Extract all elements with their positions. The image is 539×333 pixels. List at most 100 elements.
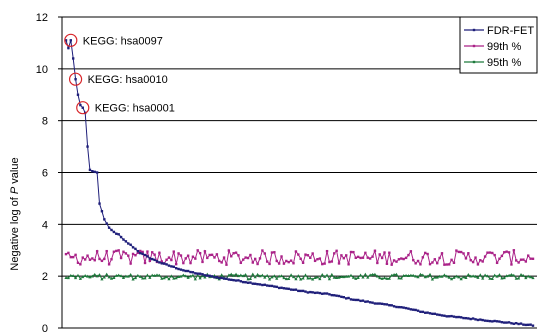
data-point	[440, 252, 444, 255]
data-point	[76, 273, 80, 277]
data-point	[306, 291, 310, 294]
data-point	[93, 259, 96, 262]
data-point	[390, 304, 393, 307]
data-point	[419, 310, 422, 313]
data-point	[148, 257, 152, 260]
data-point	[490, 277, 494, 281]
data-point	[232, 252, 235, 255]
data-point	[351, 275, 355, 279]
data-point	[179, 254, 183, 257]
data-point	[95, 171, 99, 174]
data-point	[162, 262, 166, 265]
data-point	[167, 264, 171, 267]
data-point	[127, 254, 130, 257]
data-point	[69, 255, 72, 259]
data-point	[476, 318, 480, 322]
data-point	[340, 295, 343, 299]
data-point	[232, 278, 235, 282]
data-point	[450, 314, 453, 318]
data-point	[127, 242, 130, 245]
data-point	[282, 262, 286, 265]
data-point	[134, 254, 137, 257]
data-point	[431, 261, 434, 264]
data-point	[100, 259, 104, 263]
data-point	[133, 276, 138, 280]
data-point	[345, 297, 348, 300]
data-point	[380, 276, 384, 280]
data-point	[141, 276, 145, 280]
data-point	[356, 298, 360, 302]
data-point	[117, 233, 120, 236]
data-point	[438, 313, 441, 317]
data-point	[385, 303, 389, 306]
data-point	[79, 263, 82, 266]
data-point	[184, 269, 187, 273]
data-point	[522, 258, 525, 261]
data-point	[129, 272, 133, 276]
data-point	[277, 274, 281, 278]
data-point	[363, 272, 367, 276]
data-point	[385, 262, 389, 265]
data-point	[239, 280, 243, 283]
data-point	[79, 103, 82, 107]
data-point	[239, 261, 243, 265]
data-point	[263, 252, 266, 255]
data-point	[172, 250, 175, 253]
data-point	[143, 276, 147, 280]
data-point	[378, 302, 381, 305]
data-point	[488, 319, 492, 323]
data-point	[184, 274, 188, 278]
y-tick-label: 8	[42, 116, 48, 128]
data-point	[323, 274, 327, 278]
data-point	[196, 272, 199, 275]
data-point	[404, 273, 408, 277]
data-point	[323, 292, 326, 295]
data-point	[419, 263, 422, 266]
data-point	[172, 265, 175, 268]
data-point	[346, 274, 351, 278]
data-point	[210, 253, 214, 257]
data-point	[426, 252, 429, 256]
legend-label: FDR-FET	[487, 25, 534, 37]
data-point	[198, 251, 202, 255]
data-point	[179, 274, 183, 278]
data-point	[249, 281, 252, 284]
data-point	[376, 261, 379, 265]
data-point	[117, 249, 120, 252]
data-point	[299, 257, 302, 260]
data-point	[416, 259, 420, 263]
data-point	[512, 249, 516, 252]
data-point	[203, 275, 207, 279]
data-point	[449, 277, 454, 281]
data-point	[244, 272, 248, 276]
data-point	[301, 261, 305, 264]
legend-label: 95th %	[487, 57, 521, 69]
data-point	[397, 258, 401, 261]
data-point	[327, 277, 332, 281]
data-point	[164, 275, 169, 279]
data-point	[188, 274, 193, 278]
data-point	[306, 254, 310, 257]
y-tick-label: 6	[42, 168, 48, 180]
data-point	[237, 254, 240, 257]
data-point	[358, 273, 363, 277]
data-point	[143, 261, 147, 265]
data-point	[234, 251, 238, 254]
data-point	[158, 251, 161, 255]
data-point	[462, 316, 465, 320]
data-point	[443, 263, 446, 266]
data-point	[356, 255, 360, 259]
data-point	[440, 314, 444, 317]
data-point	[416, 275, 420, 279]
data-point	[148, 259, 152, 263]
data-point	[141, 252, 144, 256]
data-point	[273, 251, 276, 254]
data-point	[522, 323, 525, 326]
data-point	[303, 273, 308, 277]
data-point	[481, 260, 484, 263]
data-point	[473, 274, 478, 278]
data-point	[455, 315, 458, 319]
data-point	[461, 275, 466, 279]
data-point	[176, 275, 181, 278]
data-point	[330, 260, 334, 263]
